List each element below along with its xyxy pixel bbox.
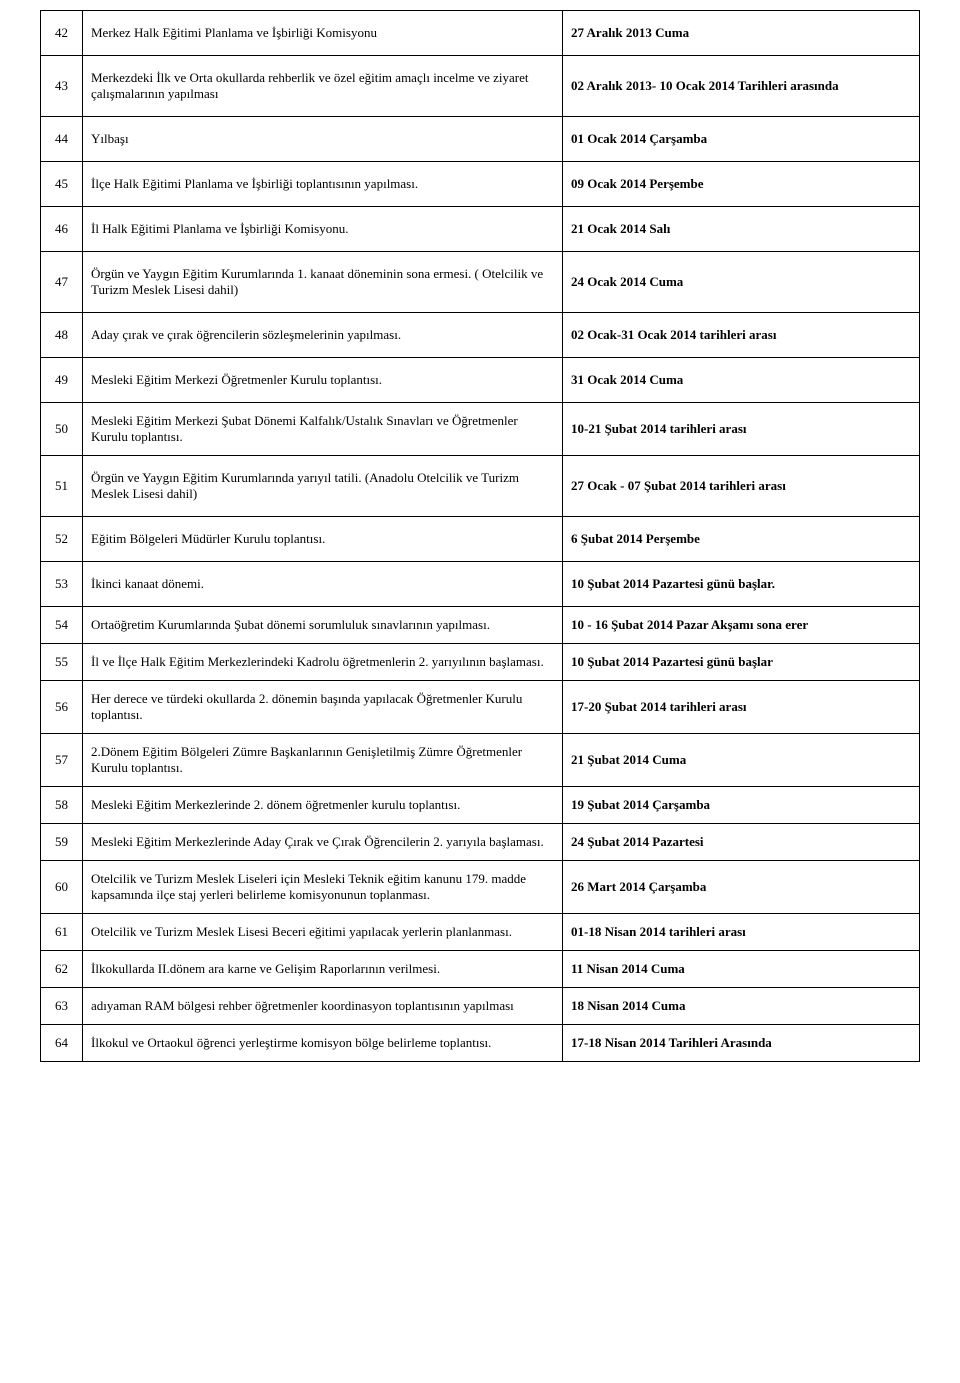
row-number: 60 <box>41 861 83 914</box>
row-description: Mesleki Eğitim Merkezi Şubat Dönemi Kalf… <box>83 403 563 456</box>
table-row: 47Örgün ve Yaygın Eğitim Kurumlarında 1.… <box>41 252 920 313</box>
row-date: 19 Şubat 2014 Çarşamba <box>563 787 920 824</box>
row-description: Ortaöğretim Kurumlarında Şubat dönemi so… <box>83 607 563 644</box>
row-date: 09 Ocak 2014 Perşembe <box>563 162 920 207</box>
row-date: 10-21 Şubat 2014 tarihleri arası <box>563 403 920 456</box>
row-number: 63 <box>41 988 83 1025</box>
row-description: Mesleki Eğitim Merkezlerinde Aday Çırak … <box>83 824 563 861</box>
row-date: 11 Nisan 2014 Cuma <box>563 951 920 988</box>
row-description: Merkez Halk Eğitimi Planlama ve İşbirliğ… <box>83 11 563 56</box>
row-number: 45 <box>41 162 83 207</box>
row-description: İlkokul ve Ortaokul öğrenci yerleştirme … <box>83 1025 563 1062</box>
row-description: Aday çırak ve çırak öğrencilerin sözleşm… <box>83 313 563 358</box>
row-number: 55 <box>41 644 83 681</box>
row-description: adıyaman RAM bölgesi rehber öğretmenler … <box>83 988 563 1025</box>
table-row: 55İl ve İlçe Halk Eğitim Merkezlerindeki… <box>41 644 920 681</box>
table-row: 53İkinci kanaat dönemi.10 Şubat 2014 Paz… <box>41 562 920 607</box>
table-row: 61Otelcilik ve Turizm Meslek Lisesi Bece… <box>41 914 920 951</box>
row-date: 21 Şubat 2014 Cuma <box>563 734 920 787</box>
schedule-table-body: 42Merkez Halk Eğitimi Planlama ve İşbirl… <box>41 11 920 1062</box>
table-row: 56Her derece ve türdeki okullarda 2. dön… <box>41 681 920 734</box>
row-date: 27 Ocak - 07 Şubat 2014 tarihleri arası <box>563 456 920 517</box>
row-description: İlçe Halk Eğitimi Planlama ve İşbirliği … <box>83 162 563 207</box>
row-date: 24 Şubat 2014 Pazartesi <box>563 824 920 861</box>
row-description: Her derece ve türdeki okullarda 2. dönem… <box>83 681 563 734</box>
row-date: 26 Mart 2014 Çarşamba <box>563 861 920 914</box>
row-description: Yılbaşı <box>83 117 563 162</box>
row-description: Merkezdeki İlk ve Orta okullarda rehberl… <box>83 56 563 117</box>
row-date: 6 Şubat 2014 Perşembe <box>563 517 920 562</box>
row-description: Mesleki Eğitim Merkezlerinde 2. dönem öğ… <box>83 787 563 824</box>
table-row: 572.Dönem Eğitim Bölgeleri Zümre Başkanl… <box>41 734 920 787</box>
row-number: 53 <box>41 562 83 607</box>
row-number: 44 <box>41 117 83 162</box>
row-date: 02 Aralık 2013- 10 Ocak 2014 Tarihleri a… <box>563 56 920 117</box>
row-date: 10 Şubat 2014 Pazartesi günü başlar. <box>563 562 920 607</box>
row-date: 10 Şubat 2014 Pazartesi günü başlar <box>563 644 920 681</box>
row-number: 43 <box>41 56 83 117</box>
table-row: 44Yılbaşı01 Ocak 2014 Çarşamba <box>41 117 920 162</box>
row-date: 24 Ocak 2014 Cuma <box>563 252 920 313</box>
row-date: 01 Ocak 2014 Çarşamba <box>563 117 920 162</box>
table-row: 58Mesleki Eğitim Merkezlerinde 2. dönem … <box>41 787 920 824</box>
row-description: 2.Dönem Eğitim Bölgeleri Zümre Başkanlar… <box>83 734 563 787</box>
table-row: 54Ortaöğretim Kurumlarında Şubat dönemi … <box>41 607 920 644</box>
row-number: 58 <box>41 787 83 824</box>
row-number: 51 <box>41 456 83 517</box>
row-number: 52 <box>41 517 83 562</box>
table-row: 46İl Halk Eğitimi Planlama ve İşbirliği … <box>41 207 920 252</box>
row-description: İl Halk Eğitimi Planlama ve İşbirliği Ko… <box>83 207 563 252</box>
row-number: 61 <box>41 914 83 951</box>
row-number: 56 <box>41 681 83 734</box>
row-description: İlkokullarda II.dönem ara karne ve Geliş… <box>83 951 563 988</box>
row-date: 10 - 16 Şubat 2014 Pazar Akşamı sona ere… <box>563 607 920 644</box>
table-row: 59Mesleki Eğitim Merkezlerinde Aday Çıra… <box>41 824 920 861</box>
row-description: Mesleki Eğitim Merkezi Öğretmenler Kurul… <box>83 358 563 403</box>
row-number: 49 <box>41 358 83 403</box>
row-description: İkinci kanaat dönemi. <box>83 562 563 607</box>
table-row: 60Otelcilik ve Turizm Meslek Liseleri iç… <box>41 861 920 914</box>
row-date: 21 Ocak 2014 Salı <box>563 207 920 252</box>
table-row: 48Aday çırak ve çırak öğrencilerin sözle… <box>41 313 920 358</box>
table-row: 49Mesleki Eğitim Merkezi Öğretmenler Kur… <box>41 358 920 403</box>
table-row: 62İlkokullarda II.dönem ara karne ve Gel… <box>41 951 920 988</box>
table-row: 50Mesleki Eğitim Merkezi Şubat Dönemi Ka… <box>41 403 920 456</box>
table-row: 63adıyaman RAM bölgesi rehber öğretmenle… <box>41 988 920 1025</box>
row-date: 17-20 Şubat 2014 tarihleri arası <box>563 681 920 734</box>
row-date: 02 Ocak-31 Ocak 2014 tarihleri arası <box>563 313 920 358</box>
row-description: Eğitim Bölgeleri Müdürler Kurulu toplant… <box>83 517 563 562</box>
table-row: 43Merkezdeki İlk ve Orta okullarda rehbe… <box>41 56 920 117</box>
row-number: 57 <box>41 734 83 787</box>
row-number: 46 <box>41 207 83 252</box>
row-description: İl ve İlçe Halk Eğitim Merkezlerindeki K… <box>83 644 563 681</box>
table-row: 42Merkez Halk Eğitimi Planlama ve İşbirl… <box>41 11 920 56</box>
schedule-table: 42Merkez Halk Eğitimi Planlama ve İşbirl… <box>40 10 920 1062</box>
table-row: 64İlkokul ve Ortaokul öğrenci yerleştirm… <box>41 1025 920 1062</box>
row-date: 01-18 Nisan 2014 tarihleri arası <box>563 914 920 951</box>
row-description: Örgün ve Yaygın Eğitim Kurumlarında yarı… <box>83 456 563 517</box>
row-date: 31 Ocak 2014 Cuma <box>563 358 920 403</box>
row-date: 27 Aralık 2013 Cuma <box>563 11 920 56</box>
table-row: 52Eğitim Bölgeleri Müdürler Kurulu topla… <box>41 517 920 562</box>
row-number: 54 <box>41 607 83 644</box>
row-description: Otelcilik ve Turizm Meslek Lisesi Beceri… <box>83 914 563 951</box>
row-number: 50 <box>41 403 83 456</box>
row-number: 64 <box>41 1025 83 1062</box>
row-description: Otelcilik ve Turizm Meslek Liseleri için… <box>83 861 563 914</box>
table-row: 45İlçe Halk Eğitimi Planlama ve İşbirliğ… <box>41 162 920 207</box>
row-number: 62 <box>41 951 83 988</box>
table-row: 51Örgün ve Yaygın Eğitim Kurumlarında ya… <box>41 456 920 517</box>
row-date: 17-18 Nisan 2014 Tarihleri Arasında <box>563 1025 920 1062</box>
document-page: 42Merkez Halk Eğitimi Planlama ve İşbirl… <box>0 0 960 1082</box>
row-number: 59 <box>41 824 83 861</box>
row-number: 48 <box>41 313 83 358</box>
row-date: 18 Nisan 2014 Cuma <box>563 988 920 1025</box>
row-description: Örgün ve Yaygın Eğitim Kurumlarında 1. k… <box>83 252 563 313</box>
row-number: 47 <box>41 252 83 313</box>
row-number: 42 <box>41 11 83 56</box>
